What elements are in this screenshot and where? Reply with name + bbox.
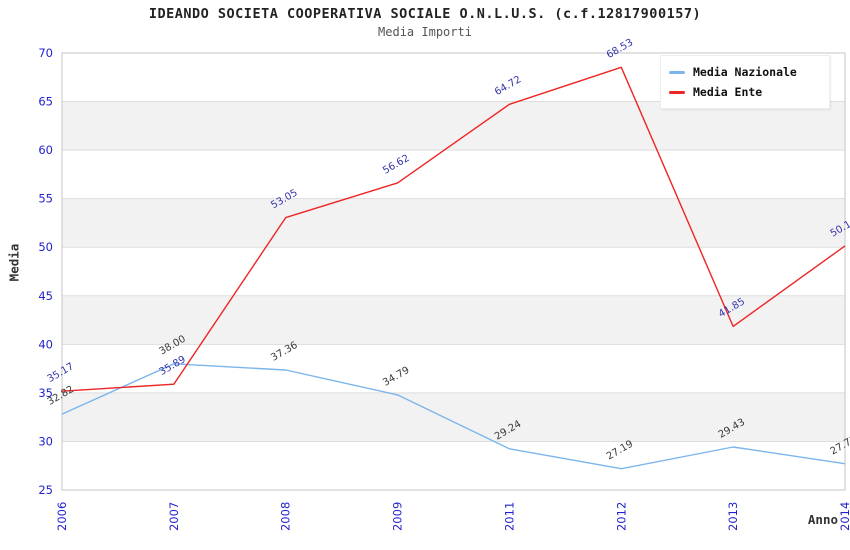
y-tick-label: 35: [38, 386, 53, 400]
chart-title: IDEANDO SOCIETA COOPERATIVA SOCIALE O.N.…: [148, 6, 702, 22]
y-tick-label: 25: [38, 483, 53, 497]
x-tick-label: 2009: [391, 502, 405, 531]
x-tick-label: 2013: [726, 502, 740, 531]
chart-subtitle: Media Importi: [378, 25, 472, 39]
legend-label-media-ente: Media Ente: [693, 85, 763, 99]
plot-band: [62, 392, 845, 442]
data-point-label: 35.17: [46, 361, 76, 385]
y-axis-title: Media: [6, 243, 22, 282]
y-tick-label: 65: [38, 95, 53, 109]
data-point-label: 68.53: [605, 37, 635, 61]
data-point-label: 64.72: [493, 74, 523, 98]
y-tick-label: 60: [38, 143, 53, 157]
data-point-label: 27.19: [605, 439, 635, 463]
data-point-label: 34.79: [381, 365, 411, 389]
y-tick-label: 55: [38, 192, 53, 206]
x-tick-label: 2014: [838, 502, 850, 531]
y-tick-label: 45: [38, 289, 53, 303]
legend: Media Nazionale Media Ente: [660, 55, 830, 109]
y-tick-label: 70: [38, 46, 53, 60]
legend-line-swatch-media-ente: [669, 90, 685, 94]
x-tick-label: 2006: [55, 502, 69, 531]
series-line-media-nazionale: [61, 363, 846, 470]
x-tick-label: 2007: [167, 502, 181, 531]
plot-border: [61, 52, 846, 491]
x-tick-label: 2012: [614, 502, 628, 531]
x-tick-label: 2011: [502, 502, 516, 531]
series-line-media-ente: [61, 66, 846, 392]
plot-band: [62, 101, 845, 151]
data-point-label: 56.62: [381, 153, 411, 177]
legend-line-swatch-media-nazionale: [669, 70, 685, 74]
legend-item-media-nazionale: Media Nazionale: [669, 62, 821, 82]
plot-band: [62, 295, 845, 345]
x-axis-title: Anno: [807, 512, 838, 527]
y-tick-label: 30: [38, 434, 53, 448]
y-tick-label: 40: [38, 337, 53, 351]
legend-item-media-ente: Media Ente: [669, 82, 821, 102]
legend-label-media-nazionale: Media Nazionale: [693, 65, 797, 79]
y-tick-label: 50: [38, 240, 53, 254]
plot-band: [62, 198, 845, 248]
x-tick-label: 2008: [279, 502, 293, 531]
